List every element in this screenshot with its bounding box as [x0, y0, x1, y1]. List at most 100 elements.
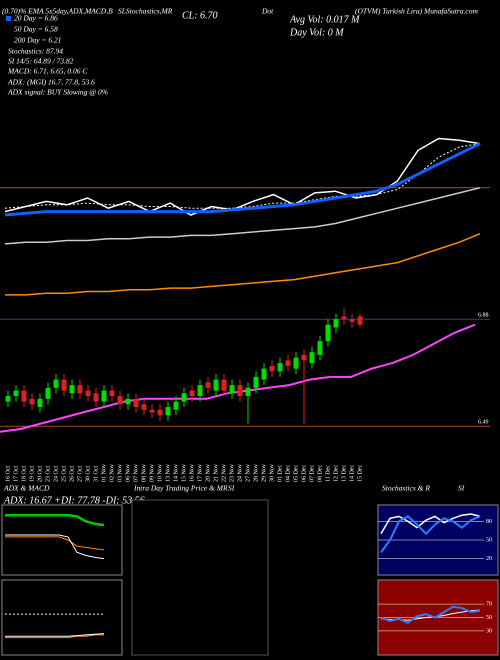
- y-tick-label: 6.49: [478, 420, 489, 426]
- candle-body: [309, 352, 315, 364]
- legend-entry: 20 Day = 6.86: [14, 14, 58, 23]
- line-series: [4, 187, 481, 245]
- candle-body: [245, 387, 251, 397]
- line-series: [5, 536, 105, 551]
- x-tick-label: 04 Dec: [285, 465, 291, 482]
- x-tick-label: 18 Oct: [21, 466, 27, 482]
- x-tick-label: 27 Nov: [245, 464, 251, 482]
- candle-body: [173, 401, 179, 410]
- candle-body: [149, 409, 155, 413]
- y-tick-label: 30: [486, 628, 492, 634]
- candle-body: [109, 390, 115, 397]
- x-tick-label: 21 Nov: [213, 464, 219, 482]
- adx-text: ADX: (MGI) 16.7, 77.8, 53.6: [7, 78, 95, 87]
- candle-body: [197, 385, 203, 397]
- candle-body: [349, 319, 355, 322]
- close-text: CL: 6.70: [182, 10, 218, 21]
- candle-body: [133, 398, 139, 408]
- x-tick-label: 16 Oct: [5, 466, 11, 482]
- x-tick-label: 13 Dec: [341, 465, 347, 482]
- candle-body: [117, 396, 123, 405]
- x-tick-label: 01 Dec: [277, 465, 283, 482]
- candle-body: [69, 385, 75, 394]
- line-series: [4, 137, 481, 216]
- x-tick-label: 27 Oct: [77, 466, 83, 482]
- x-tick-label: 31 Oct: [93, 466, 99, 482]
- x-tick-label: 20 Oct: [37, 466, 43, 482]
- x-tick-label: 07 Nov: [133, 464, 139, 482]
- candle-body: [269, 365, 275, 372]
- panel-frame: [131, 499, 269, 656]
- y-tick-label: 50: [486, 537, 492, 543]
- x-tick-label: 19 Oct: [29, 466, 35, 482]
- x-tick-label: 24 Nov: [237, 464, 243, 482]
- panel-background: [1, 504, 123, 576]
- panel-subtitle: SI: [458, 484, 465, 493]
- line-series: [5, 633, 105, 637]
- x-tick-label: 16 Nov: [189, 464, 195, 482]
- x-tick-label: 28 Nov: [253, 464, 259, 482]
- candle-body: [301, 354, 307, 361]
- candle-body: [293, 357, 299, 369]
- candle-body: [93, 393, 99, 402]
- x-tick-label: 14 Dec: [349, 465, 355, 482]
- line-series: [4, 143, 481, 209]
- candle-body: [157, 409, 163, 416]
- candle-body: [341, 316, 347, 320]
- avg-vol: Avg Vol: 0.017 M: [289, 14, 360, 25]
- x-tick-label: 25 Oct: [61, 466, 67, 482]
- source-text: (OTVM) Turkish Lira) MunafaSutra.com: [355, 7, 479, 16]
- candle-body: [317, 341, 323, 355]
- panel-title: ADX & MACD: [3, 484, 50, 493]
- candle-body: [141, 404, 147, 410]
- candle-body: [77, 385, 83, 394]
- x-tick-label: 03 Nov: [117, 464, 123, 482]
- line-series: [5, 634, 104, 639]
- x-tick-label: 10 Nov: [157, 464, 163, 482]
- x-tick-label: 12 Dec: [333, 465, 339, 482]
- x-tick-label: 17 Oct: [13, 466, 19, 482]
- panel-title: Intra Day Trading Price & MR: [133, 484, 228, 493]
- x-tick-label: 13 Nov: [165, 464, 171, 482]
- candle-body: [5, 396, 11, 402]
- line-series: [380, 513, 481, 535]
- si-text: SI 14/5: 64.89 / 73.82: [8, 57, 74, 66]
- candle-body: [333, 319, 339, 328]
- candle-body: [45, 387, 51, 399]
- x-tick-label: 07 Dec: [309, 465, 315, 482]
- candle-body: [125, 398, 131, 405]
- x-tick-label: 15 Dec: [357, 465, 363, 482]
- y-tick-label: 6.88: [478, 313, 489, 319]
- x-tick-label: 20 Nov: [205, 464, 211, 482]
- candle-body: [61, 379, 67, 391]
- x-tick-label: 15 Nov: [181, 464, 187, 482]
- line-series: [380, 515, 481, 553]
- candle-body: [101, 390, 107, 402]
- x-tick-label: 06 Dec: [301, 465, 307, 482]
- candle-body: [21, 390, 27, 402]
- panel-subtitle: SI: [228, 484, 235, 493]
- candle-body: [237, 385, 243, 397]
- line-series: [5, 534, 105, 560]
- candle-body: [165, 407, 171, 416]
- x-tick-label: 06 Nov: [125, 464, 131, 482]
- candle-body: [277, 363, 283, 372]
- line-series: [5, 233, 481, 296]
- legend-swatch: [6, 16, 11, 21]
- x-tick-label: 08 Nov: [141, 464, 147, 482]
- x-tick-label: 11 Dec: [325, 465, 331, 482]
- x-tick-label: 30 Nov: [269, 464, 275, 482]
- dot-text: Dot: [261, 7, 274, 16]
- line-series: [5, 513, 105, 527]
- x-tick-label: 22 Nov: [221, 464, 227, 482]
- y-tick-label: 50: [486, 615, 492, 621]
- candle-body: [253, 376, 259, 388]
- x-tick-label: 24 Oct: [53, 466, 59, 482]
- panel-title: Stochastics & R: [382, 484, 430, 493]
- line-series: [4, 142, 481, 217]
- candle-body: [85, 390, 91, 397]
- x-tick-label: 23 Oct: [45, 466, 51, 482]
- candle-body: [261, 368, 267, 380]
